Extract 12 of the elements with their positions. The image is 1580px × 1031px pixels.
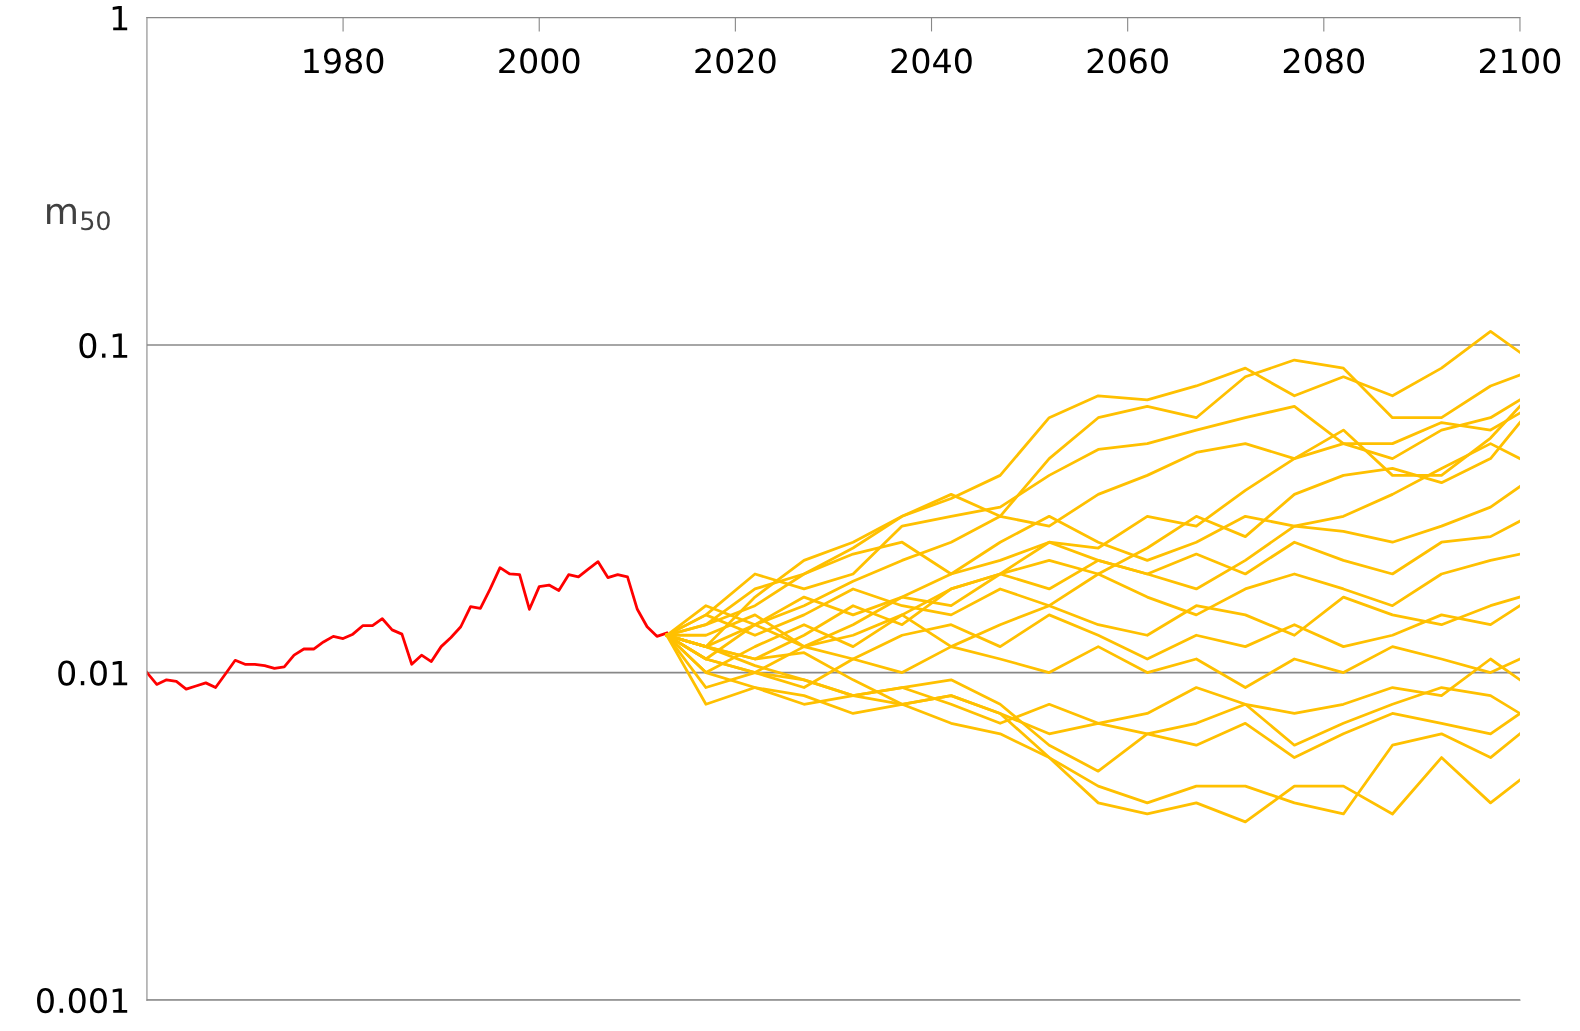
x-tick-label: 2100 xyxy=(1479,48,1561,74)
y-tick-label: 1 xyxy=(112,5,128,31)
x-tick-label: 2020 xyxy=(695,48,776,74)
x-tick-label: 2080 xyxy=(1283,48,1365,74)
x-tick-label: 2040 xyxy=(891,48,972,74)
y-tick-label: 0.1 xyxy=(79,332,128,359)
y-tick-label: 0.01 xyxy=(58,660,128,686)
y-tick-label: 0.001 xyxy=(37,987,128,1014)
x-tick-label: 2060 xyxy=(1087,48,1168,74)
x-tick-label: 2000 xyxy=(499,48,580,74)
y-axis-title: m$_{50}$ xyxy=(47,203,110,231)
x-tick-label: 1980 xyxy=(304,48,384,74)
